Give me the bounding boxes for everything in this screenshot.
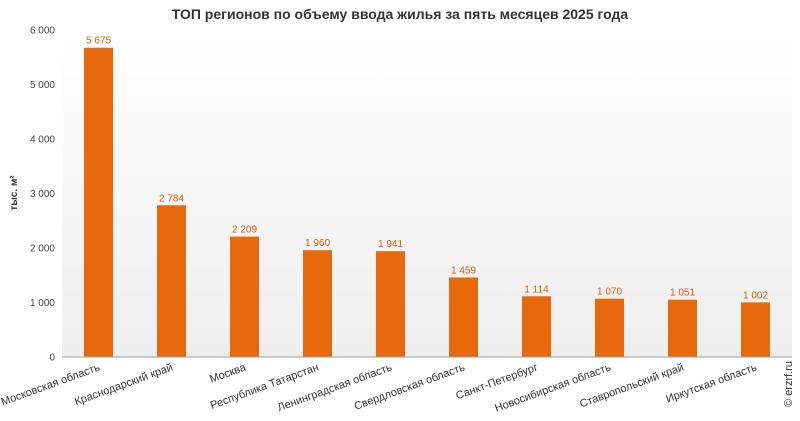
data-label: 2 784 bbox=[159, 193, 184, 204]
bar bbox=[376, 251, 405, 357]
chart-title: ТОП регионов по объему ввода жилья за пя… bbox=[172, 6, 629, 22]
y-tick-label: 6 000 bbox=[30, 26, 55, 37]
copyright-text: © erzrf.ru bbox=[783, 361, 795, 407]
y-tick-label: 3 000 bbox=[30, 189, 55, 200]
data-label: 1 002 bbox=[743, 290, 768, 301]
bar bbox=[449, 277, 478, 357]
bar bbox=[595, 298, 624, 357]
y-tick-label: 0 bbox=[49, 353, 55, 364]
bar bbox=[84, 47, 113, 358]
data-label: 1 459 bbox=[451, 265, 476, 276]
bar bbox=[303, 250, 332, 357]
data-label: 1 114 bbox=[524, 284, 549, 295]
bar bbox=[230, 236, 259, 357]
data-label: 1 941 bbox=[378, 239, 403, 250]
data-label: 2 209 bbox=[232, 225, 257, 236]
bar bbox=[741, 302, 770, 357]
data-label: 5 675 bbox=[86, 36, 111, 47]
y-tick-label: 5 000 bbox=[30, 80, 55, 91]
y-tick-label: 4 000 bbox=[30, 135, 55, 146]
data-label: 1 960 bbox=[305, 238, 330, 249]
bar bbox=[522, 296, 551, 357]
data-label: 1 051 bbox=[670, 288, 695, 299]
data-label: 1 070 bbox=[597, 287, 622, 298]
bar bbox=[668, 299, 697, 357]
y-tick-label: 2 000 bbox=[30, 244, 55, 255]
category-label: Москва bbox=[208, 361, 248, 385]
bar bbox=[157, 205, 186, 357]
y-axis-label: тыс. м² bbox=[9, 175, 20, 211]
y-tick-label: 1 000 bbox=[30, 298, 55, 309]
